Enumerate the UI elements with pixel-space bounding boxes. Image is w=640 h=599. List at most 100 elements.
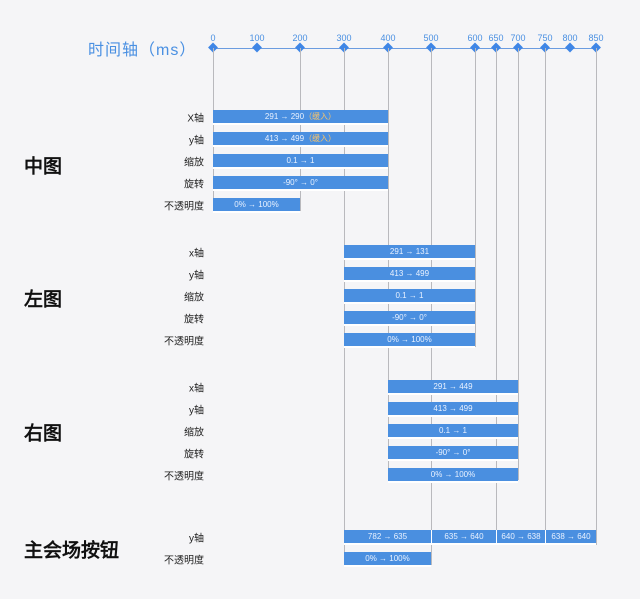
bar-segment: 0.1 → 1 (213, 154, 388, 167)
segment-value: -90° → 0° (283, 178, 318, 187)
segment-value: 640 → 638 (501, 532, 541, 541)
segment-value: 413 → 499 (264, 134, 305, 143)
tick-label: 750 (537, 33, 553, 43)
time-gridline (596, 48, 597, 545)
segment-value: 291 → 290 (264, 112, 305, 121)
bar-segment: 0% → 100% (213, 198, 300, 211)
time-gridline (431, 48, 432, 565)
animation-bar: -90° → 0° (388, 446, 518, 461)
animation-bar: 0% → 100% (388, 468, 518, 483)
bar-segment: -90° → 0° (388, 446, 518, 459)
tick-label: 800 (562, 33, 578, 43)
segment-value: 0% → 100% (365, 554, 410, 563)
bar-segment: 413 → 499 (388, 402, 518, 415)
animation-bar: -90° → 0° (344, 311, 475, 326)
animation-bar: 782 → 635 635 → 640 640 → 638 638 → 640 (344, 530, 596, 545)
bar-segment: -90° → 0° (344, 311, 475, 324)
segment-value: 638 → 640 (551, 532, 591, 541)
bar-segment: 638 → 640 (545, 530, 596, 543)
segment-value: 0.1 → 1 (286, 156, 315, 165)
row-label: X轴 (187, 113, 204, 125)
segment-value: 0% → 100% (387, 335, 432, 344)
segment-value: 413 → 499 (433, 404, 473, 413)
segment-value: 0% → 100% (430, 470, 476, 479)
tick-label: 100 (249, 33, 265, 43)
bar-segment: 291 → 131 (344, 245, 475, 258)
segment-value: 0.1 → 1 (395, 291, 424, 300)
bar-segment: 0% → 100% (344, 333, 475, 346)
group-title: 左图 (24, 289, 63, 311)
bar-segment: 640 → 638 (496, 530, 545, 543)
tick-diamond-icon (565, 42, 575, 53)
animation-bar: 0.1 → 1 (213, 154, 388, 169)
animation-bar: 0.1 → 1 (388, 424, 518, 439)
time-gridline (213, 48, 214, 202)
row-label: 不透明度 (164, 471, 204, 483)
row-label: 旋转 (184, 449, 204, 461)
time-gridline (475, 48, 476, 347)
animation-bar: 291 → 449 (388, 380, 518, 395)
group-title: 右图 (24, 423, 63, 445)
segment-value: 782 → 635 (367, 532, 408, 541)
row-label: 缩放 (184, 292, 204, 304)
segment-value: 0% → 100% (234, 200, 279, 209)
row-label: y轴 (189, 270, 204, 282)
bar-segment: -90° → 0° (213, 176, 388, 189)
tick-label: 0 (210, 33, 216, 43)
row-label: y轴 (189, 405, 204, 417)
row-label: y轴 (189, 533, 204, 545)
row-label: x轴 (189, 383, 204, 395)
animation-bar: -90° → 0° (213, 176, 388, 191)
row-label: 不透明度 (164, 336, 204, 348)
tick-label: 600 (467, 33, 483, 43)
bar-segment: 0% → 100% (388, 468, 518, 481)
segment-value: -90° → 0° (392, 313, 427, 322)
bar-segment: 0% → 100% (344, 552, 431, 565)
animation-bar: 413 → 499 (344, 267, 475, 282)
tick-label: 500 (423, 33, 439, 43)
time-gridline (344, 48, 345, 565)
bar-segment: 0.1 → 1 (388, 424, 518, 437)
time-gridline (496, 48, 497, 545)
time-gridline (518, 48, 519, 480)
animation-bar: 0% → 100% (344, 333, 475, 348)
segment-value: 291 → 131 (389, 247, 430, 256)
bar-segment: 635 → 640 (431, 530, 496, 543)
time-gridline (388, 48, 389, 480)
bar-segment: 291 → 290（缓入） (213, 110, 388, 123)
row-label: 旋转 (184, 314, 204, 326)
group-title: 中图 (24, 156, 63, 178)
row-label: 缩放 (184, 157, 204, 169)
animation-bar: 0% → 100% (213, 198, 300, 213)
animation-bar: 291 → 290（缓入） (213, 110, 388, 125)
segment-value: 413 → 499 (389, 269, 430, 278)
axis-title: 时间轴（ms） (88, 42, 197, 59)
animation-bar: 413 → 499 (388, 402, 518, 417)
segment-value: -90° → 0° (435, 448, 471, 457)
time-gridline (545, 48, 546, 545)
segment-value: 0.1 → 1 (438, 426, 467, 435)
segment-value: 635 → 640 (444, 532, 484, 541)
tick-label: 850 (588, 33, 604, 43)
row-label: 不透明度 (164, 555, 204, 567)
segment-value: 291 → 449 (433, 382, 473, 391)
row-label: y轴 (189, 135, 204, 147)
easing-note: （缓入） (304, 112, 337, 121)
row-label: x轴 (189, 248, 204, 260)
animation-bar: 0.1 → 1 (344, 289, 475, 304)
bar-segment: 291 → 449 (388, 380, 518, 393)
tick-label: 200 (292, 33, 308, 43)
tick-label: 650 (488, 33, 504, 43)
bar-segment: 782 → 635 (344, 530, 431, 543)
bar-segment: 413 → 499 (344, 267, 475, 280)
row-label: 旋转 (184, 179, 204, 191)
easing-note: （缓入） (304, 134, 337, 143)
animation-bar: 291 → 131 (344, 245, 475, 260)
bar-segment: 413 → 499（缓入） (213, 132, 388, 145)
group-title: 主会场按钮 (24, 540, 120, 562)
tick-label: 700 (510, 33, 526, 43)
animation-bar: 0% → 100% (344, 552, 431, 567)
bar-segment: 0.1 → 1 (344, 289, 475, 302)
tick-diamond-icon (252, 42, 262, 53)
time-axis-line (213, 48, 598, 49)
